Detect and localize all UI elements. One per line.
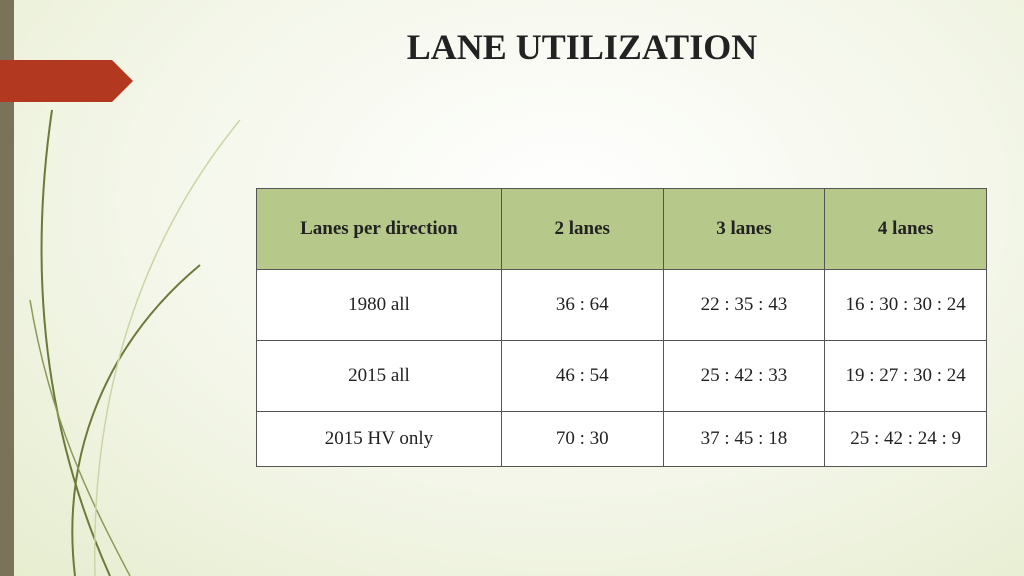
side-bar xyxy=(0,0,14,576)
header-cell: 3 lanes xyxy=(662,188,826,270)
cell: 16 : 30 : 30 : 24 xyxy=(824,269,987,341)
cell: 25 : 42 : 33 xyxy=(662,340,826,412)
header-cell: 4 lanes xyxy=(824,188,987,270)
row: 1980 all 36 : 64 22 : 35 : 43 16 : 30 : … xyxy=(256,269,987,341)
table: Lanes per direction 2 lanes 3 lanes 4 la… xyxy=(256,188,987,467)
cell: 46 : 54 xyxy=(500,340,664,412)
cell: 19 : 27 : 30 : 24 xyxy=(824,340,987,412)
curve xyxy=(71,264,201,576)
cell: 37 : 45 : 18 xyxy=(662,411,826,467)
row: 2015 HV only 70 : 30 37 : 45 : 18 25 : 4… xyxy=(256,411,987,467)
cell: 1980 all xyxy=(256,269,502,341)
curve xyxy=(93,119,241,576)
cell: 25 : 42 : 24 : 9 xyxy=(824,411,987,467)
row: 2015 all 46 : 54 25 : 42 : 33 19 : 27 : … xyxy=(256,340,987,412)
curve xyxy=(40,109,111,576)
header-cell: Lanes per direction xyxy=(256,188,502,270)
curve xyxy=(29,299,131,576)
header-row: Lanes per direction 2 lanes 3 lanes 4 la… xyxy=(256,188,987,270)
cell: 22 : 35 : 43 xyxy=(662,269,826,341)
cell: 2015 all xyxy=(256,340,502,412)
header-cell: 2 lanes xyxy=(500,188,664,270)
red-arrow xyxy=(0,60,133,102)
title: LANE UTILIZATION xyxy=(406,27,758,67)
cell: 70 : 30 xyxy=(500,411,664,467)
cell: 2015 HV only xyxy=(256,411,502,467)
cell: 36 : 64 xyxy=(500,269,664,341)
